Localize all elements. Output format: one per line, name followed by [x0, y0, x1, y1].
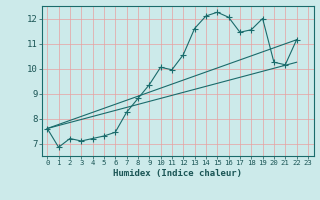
X-axis label: Humidex (Indice chaleur): Humidex (Indice chaleur) — [113, 169, 242, 178]
